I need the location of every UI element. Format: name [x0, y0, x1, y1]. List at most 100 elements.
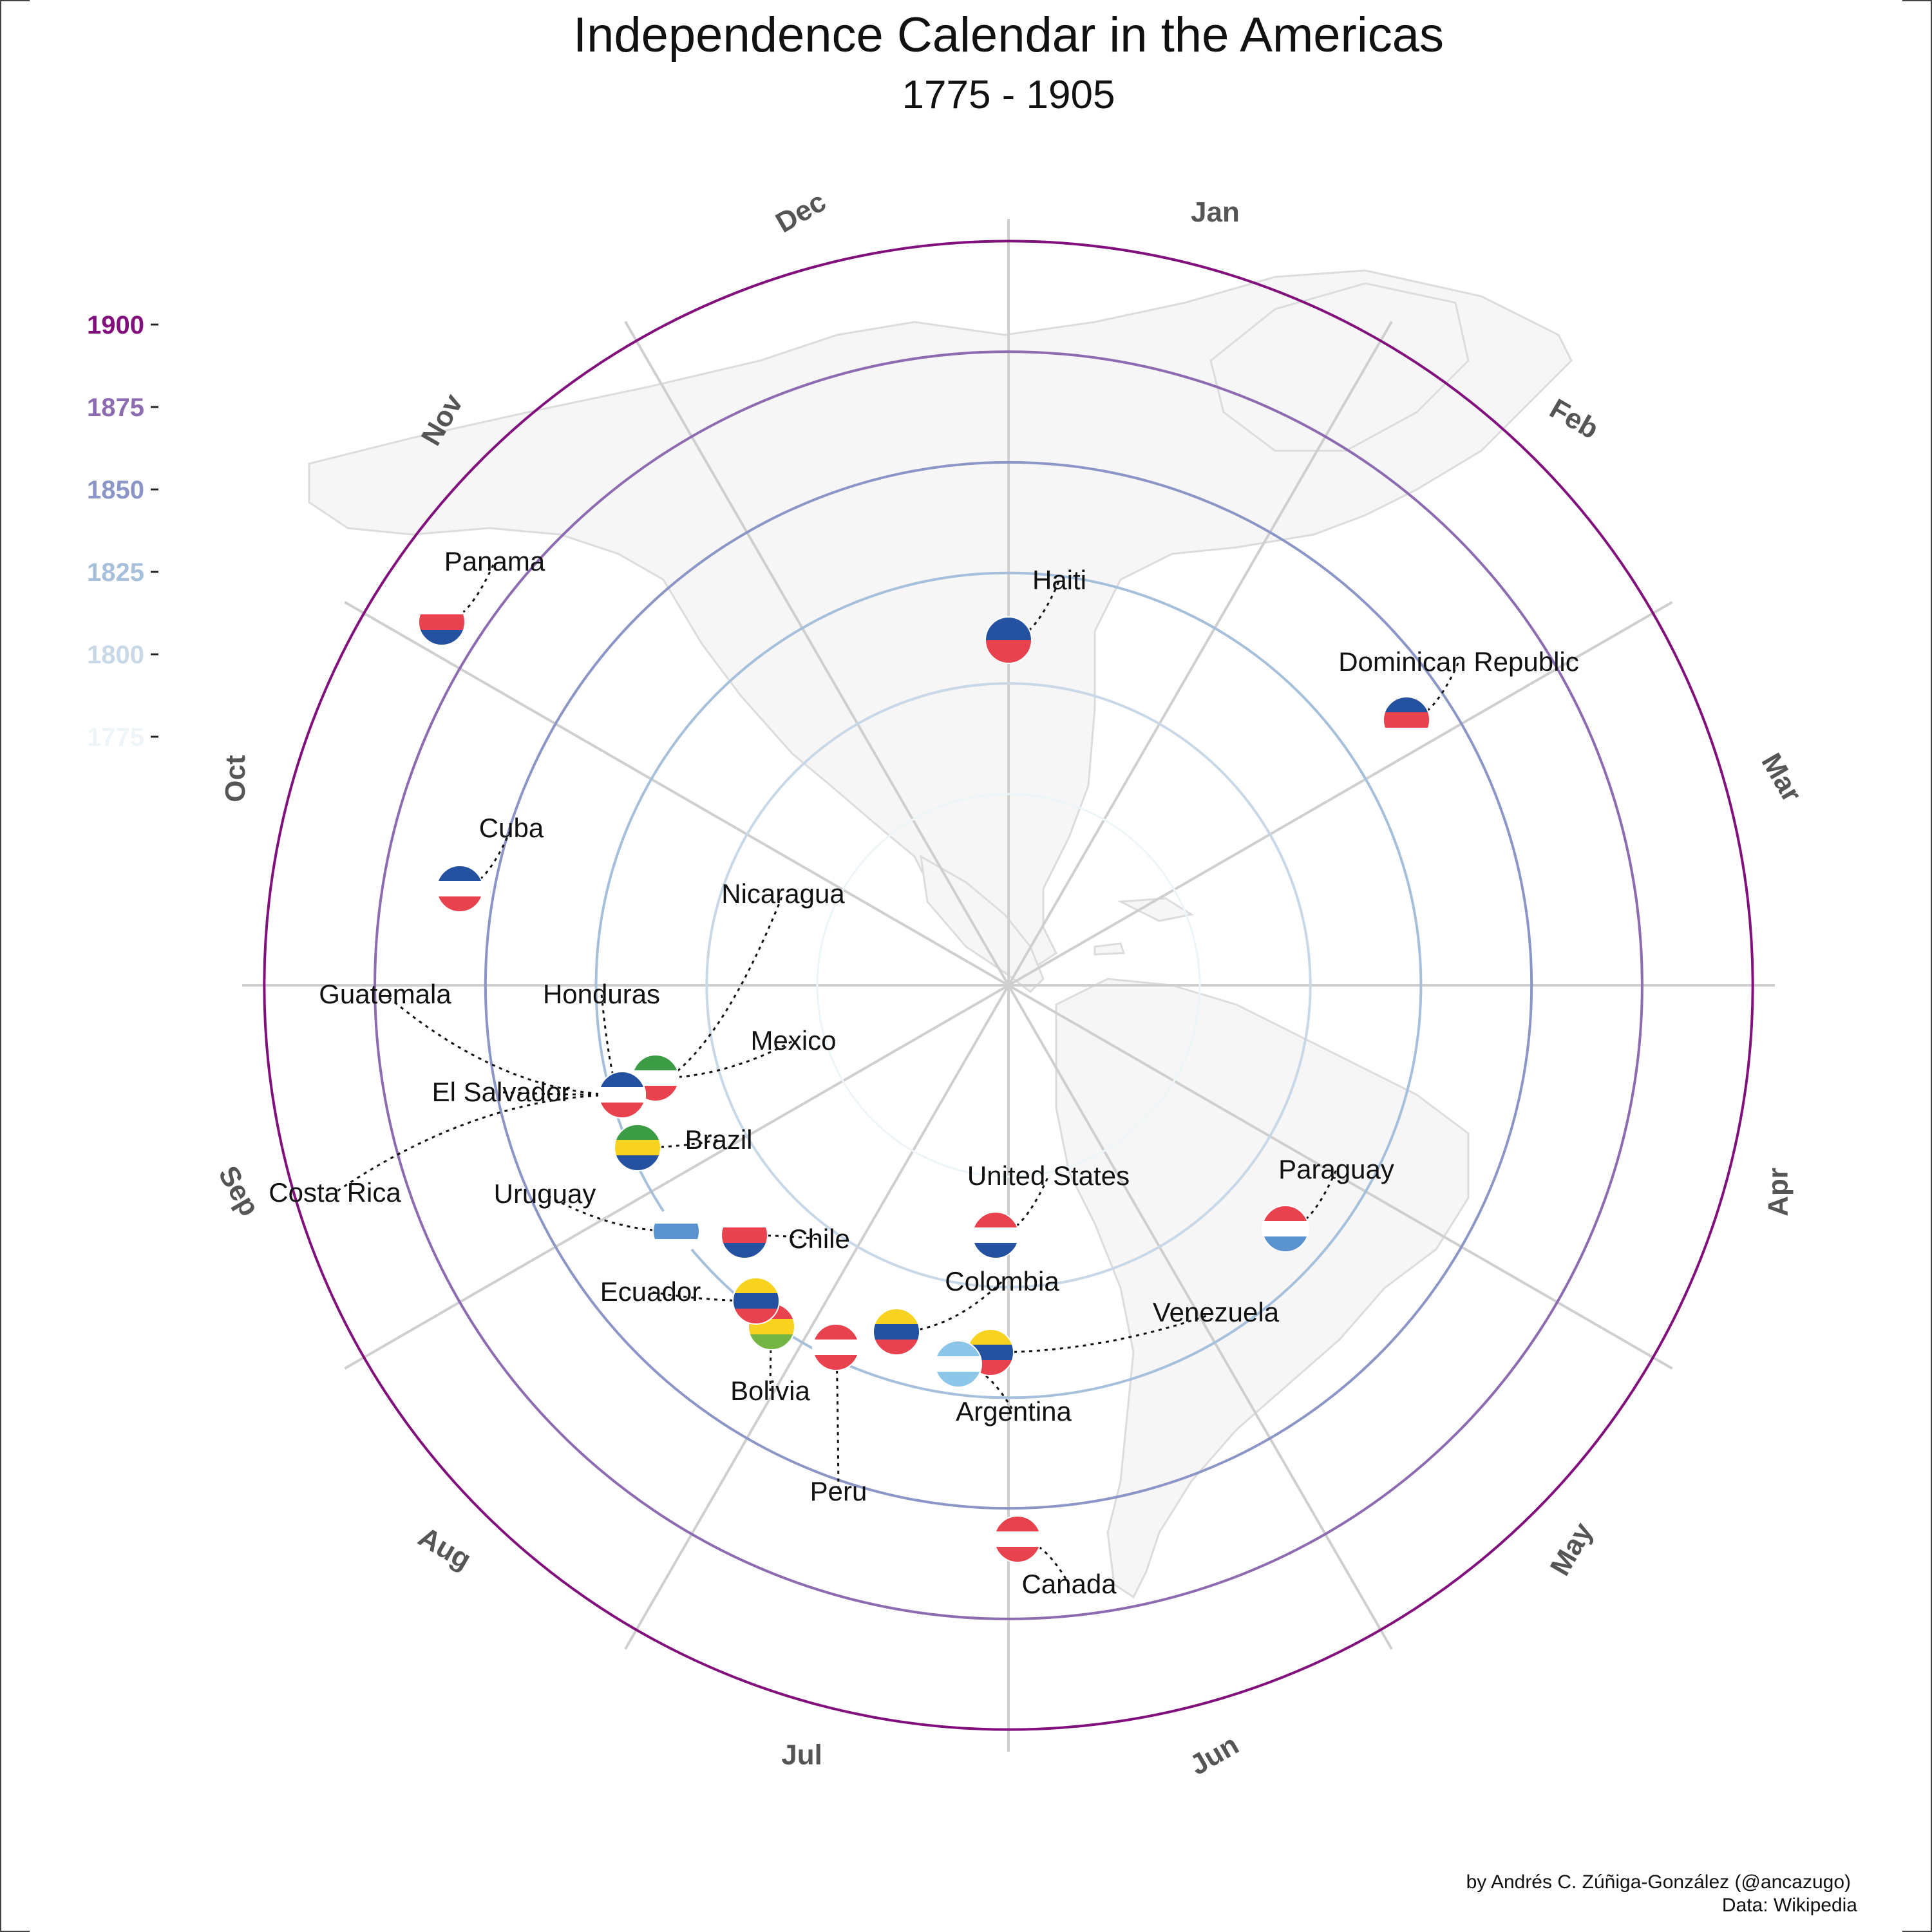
polar-grid	[242, 219, 1775, 1752]
flag-band	[614, 1155, 661, 1171]
country-label: Brazil	[685, 1124, 752, 1155]
flag-outline	[598, 1071, 646, 1119]
leader-line	[896, 1280, 1003, 1333]
flag-band	[721, 1212, 768, 1228]
flag-band	[599, 1103, 645, 1118]
year-tick-label: 1850	[87, 476, 144, 504]
year-ring	[594, 571, 1423, 1399]
flag-band	[653, 1239, 699, 1255]
flag-band	[437, 866, 483, 882]
month-gridline	[624, 321, 1010, 987]
country-label: Mexico	[750, 1025, 836, 1056]
flag-band	[733, 1293, 779, 1309]
flag-band	[653, 1208, 699, 1224]
year-ring	[374, 350, 1643, 1620]
greenland-shape	[1209, 282, 1470, 452]
flag-outline	[873, 1308, 920, 1356]
month-gridline	[344, 601, 1009, 987]
month-label: Sep	[212, 1160, 265, 1221]
flag-band	[1262, 1221, 1309, 1237]
month-label: Jun	[1184, 1728, 1244, 1781]
flag-band	[994, 1531, 1041, 1548]
country-label: Paraguay	[1278, 1154, 1394, 1184]
country-label: United States	[967, 1160, 1130, 1191]
flag-outline	[418, 598, 466, 646]
flag-band	[935, 1372, 981, 1387]
country-label: Uruguay	[494, 1179, 596, 1209]
flag-band	[994, 1516, 1041, 1532]
flag-band	[1383, 697, 1430, 713]
country-label: Honduras	[543, 979, 660, 1009]
year-ring	[263, 240, 1754, 1731]
month-gridline	[344, 984, 1009, 1370]
flag-marker	[1383, 697, 1430, 743]
chart-title: Independence Calendar in the Americas	[573, 8, 1444, 62]
country-label: Argentina	[956, 1396, 1072, 1426]
month-label: Apr	[1762, 1168, 1794, 1217]
flag-band	[873, 1309, 920, 1325]
year-tick-label: 1875	[87, 393, 144, 422]
flag-band	[994, 1547, 1041, 1562]
flag-marker	[721, 1212, 768, 1258]
flag-band	[419, 599, 465, 615]
flag-outline	[732, 1277, 780, 1325]
country-label: Panama	[444, 546, 545, 576]
flag-band	[1383, 728, 1430, 743]
month-label: May	[1544, 1517, 1599, 1581]
country-labels: Haiti Dominican Republic Paraguay United St…	[269, 546, 1578, 1599]
leader-line	[441, 561, 496, 623]
month-label: Aug	[413, 1521, 477, 1576]
year-ring	[705, 682, 1312, 1289]
leader-line	[995, 1175, 1050, 1236]
flag-outline	[972, 1211, 1019, 1259]
flag-band	[935, 1356, 981, 1372]
flag-band	[721, 1227, 768, 1244]
flag-band	[614, 1140, 661, 1156]
flag-outline	[436, 865, 484, 913]
credit-source: Data: Wikipedia	[1722, 1895, 1857, 1916]
country-label: Cuba	[479, 813, 544, 843]
flag-outline	[652, 1208, 700, 1255]
country-label: Guatemala	[319, 979, 451, 1009]
flag-band	[653, 1224, 699, 1240]
americas-map	[308, 269, 1573, 1599]
frame-corner	[1902, 0, 1931, 1]
year-tick-label: 1825	[87, 558, 144, 587]
month-label: Dec	[770, 185, 831, 239]
month-gridline	[624, 985, 1010, 1650]
year-ring	[484, 460, 1533, 1510]
leader-line	[384, 993, 623, 1096]
country-label: Dominican Republic	[1338, 647, 1579, 677]
flag-band	[437, 896, 483, 912]
caribbean-islands-shape	[1094, 897, 1194, 956]
flag-band	[1383, 712, 1430, 728]
flag-outline	[614, 1124, 661, 1171]
frame-corner	[1, 1931, 30, 1932]
frame-corner	[1, 0, 30, 1]
flag-band	[721, 1243, 768, 1258]
flag-band	[972, 1243, 1019, 1258]
flag-band	[419, 614, 465, 630]
flag-band	[972, 1227, 1019, 1244]
flag-band	[748, 1334, 795, 1350]
flag-band	[972, 1212, 1019, 1228]
country-label: El Salvador	[432, 1077, 571, 1107]
month-gridline	[1008, 601, 1673, 987]
flag-outline	[721, 1211, 768, 1259]
flag-band	[873, 1340, 920, 1355]
country-label: Peru	[810, 1476, 867, 1506]
leader-line	[958, 1363, 1015, 1412]
month-gridline	[1007, 985, 1393, 1650]
year-tick-label: 1800	[87, 641, 144, 669]
north-america-shape	[308, 269, 1573, 967]
flag-band	[813, 1324, 859, 1340]
flag-band	[437, 881, 483, 897]
country-label: Costa Rica	[269, 1177, 401, 1208]
year-legend: 1775 1800 1825 1850 1875 1900	[87, 311, 158, 752]
flag-marker	[653, 1208, 699, 1255]
year-tick-label: 1900	[87, 311, 144, 339]
year-ring	[816, 793, 1201, 1178]
flag-outline	[1383, 696, 1430, 744]
credit-author: by Andrés C. Zúñiga-González (@ancazugo)	[1466, 1871, 1851, 1893]
